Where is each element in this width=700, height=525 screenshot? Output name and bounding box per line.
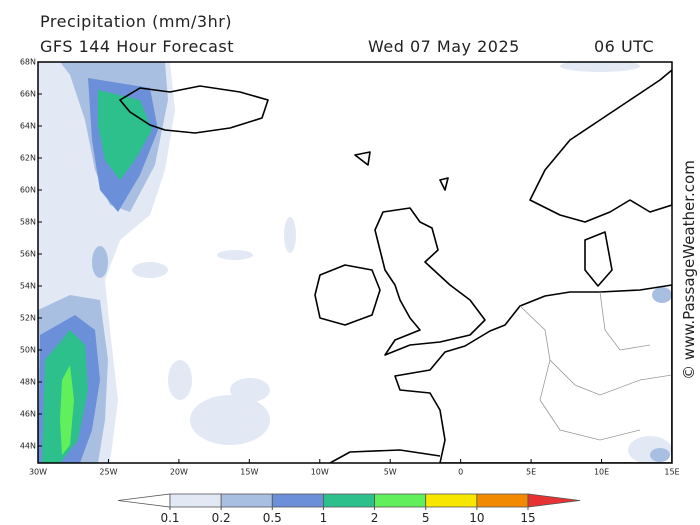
colorbar-label: 2 bbox=[371, 511, 379, 525]
precip-area bbox=[190, 395, 270, 445]
forecast-date: Wed 07 May 2025 bbox=[368, 37, 520, 56]
map-area bbox=[38, 62, 672, 463]
credit: © www.PassageWeather.com bbox=[680, 160, 698, 380]
precip-area bbox=[560, 62, 640, 72]
colorbar-upper-extension bbox=[527, 493, 581, 508]
islands bbox=[354, 151, 449, 191]
precip-area bbox=[230, 378, 270, 402]
lon-label: 5W bbox=[384, 468, 397, 477]
ireland bbox=[314, 264, 381, 326]
colorbar-label: 15 bbox=[520, 511, 535, 525]
precip-area bbox=[92, 246, 108, 278]
colorbar-label: 5 bbox=[422, 511, 430, 525]
lat-label: 54N bbox=[20, 282, 36, 291]
iceland bbox=[119, 85, 269, 134]
colorbar-bin bbox=[169, 493, 222, 508]
lat-label: 68N bbox=[20, 58, 36, 67]
forecast-time: 06 UTC bbox=[594, 37, 654, 56]
lon-label: 10E bbox=[594, 468, 609, 477]
lat-label: 46N bbox=[20, 410, 36, 419]
colorbar-bin bbox=[374, 493, 427, 508]
colorbar: 0.1 0.2 0.5 1 2 5 10 15 bbox=[117, 493, 581, 525]
colorbar-bin bbox=[220, 493, 273, 508]
precip-area bbox=[652, 287, 672, 303]
precipitation bbox=[38, 62, 672, 463]
lat-label: 66N bbox=[20, 90, 36, 99]
lat-label: 44N bbox=[20, 442, 36, 451]
coastlines bbox=[119, 69, 672, 463]
lon-label: 15E bbox=[664, 468, 679, 477]
precip-area bbox=[168, 360, 192, 400]
map-frame bbox=[37, 61, 673, 464]
lat-label: 62N bbox=[20, 154, 36, 163]
lon-label: 5E bbox=[526, 468, 536, 477]
precip-area bbox=[650, 448, 670, 462]
colorbar-label: 1 bbox=[320, 511, 328, 525]
precip-area bbox=[60, 365, 74, 455]
lat-label: 50N bbox=[20, 346, 36, 355]
precip-area bbox=[132, 262, 168, 278]
continent bbox=[394, 284, 672, 463]
colorbar-bin bbox=[425, 493, 478, 508]
lon-label: 25W bbox=[99, 468, 117, 477]
denmark bbox=[584, 231, 613, 287]
colorbar-lower-extension bbox=[117, 493, 171, 508]
iberia-coast bbox=[329, 449, 441, 463]
lon-label: 10W bbox=[311, 468, 329, 477]
lon-label: 30W bbox=[29, 468, 47, 477]
borders bbox=[519, 291, 672, 441]
scandinavia bbox=[529, 69, 672, 223]
lat-label: 48N bbox=[20, 378, 36, 387]
colorbar-label: 0.1 bbox=[160, 511, 179, 525]
map-subtitle: GFS 144 Hour Forecast bbox=[40, 37, 234, 56]
colorbar-bin bbox=[323, 493, 375, 508]
map-title: Precipitation (mm/3hr) bbox=[40, 12, 232, 31]
precip-area bbox=[284, 217, 296, 253]
precip-area bbox=[217, 250, 253, 260]
colorbar-label: 0.5 bbox=[263, 511, 282, 525]
colorbar-bin bbox=[476, 493, 529, 508]
precip-area bbox=[98, 90, 152, 180]
colorbar-label: 10 bbox=[469, 511, 484, 525]
colorbar-bin bbox=[271, 493, 324, 508]
lat-label: 56N bbox=[20, 250, 36, 259]
axes: 68N 66N 64N 62N 60N 58N 56N 54N 52N 50N 48N 46N 44N 3… bbox=[20, 58, 680, 477]
lat-label: 58N bbox=[20, 218, 36, 227]
lat-label: 64N bbox=[20, 122, 36, 131]
great-britain bbox=[374, 207, 486, 356]
lat-label: 52N bbox=[20, 314, 36, 323]
lon-label: 20W bbox=[170, 468, 188, 477]
lon-label: 0 bbox=[458, 468, 463, 477]
lat-label: 60N bbox=[20, 186, 36, 195]
lon-label: 15W bbox=[240, 468, 258, 477]
colorbar-label: 0.2 bbox=[212, 511, 231, 525]
